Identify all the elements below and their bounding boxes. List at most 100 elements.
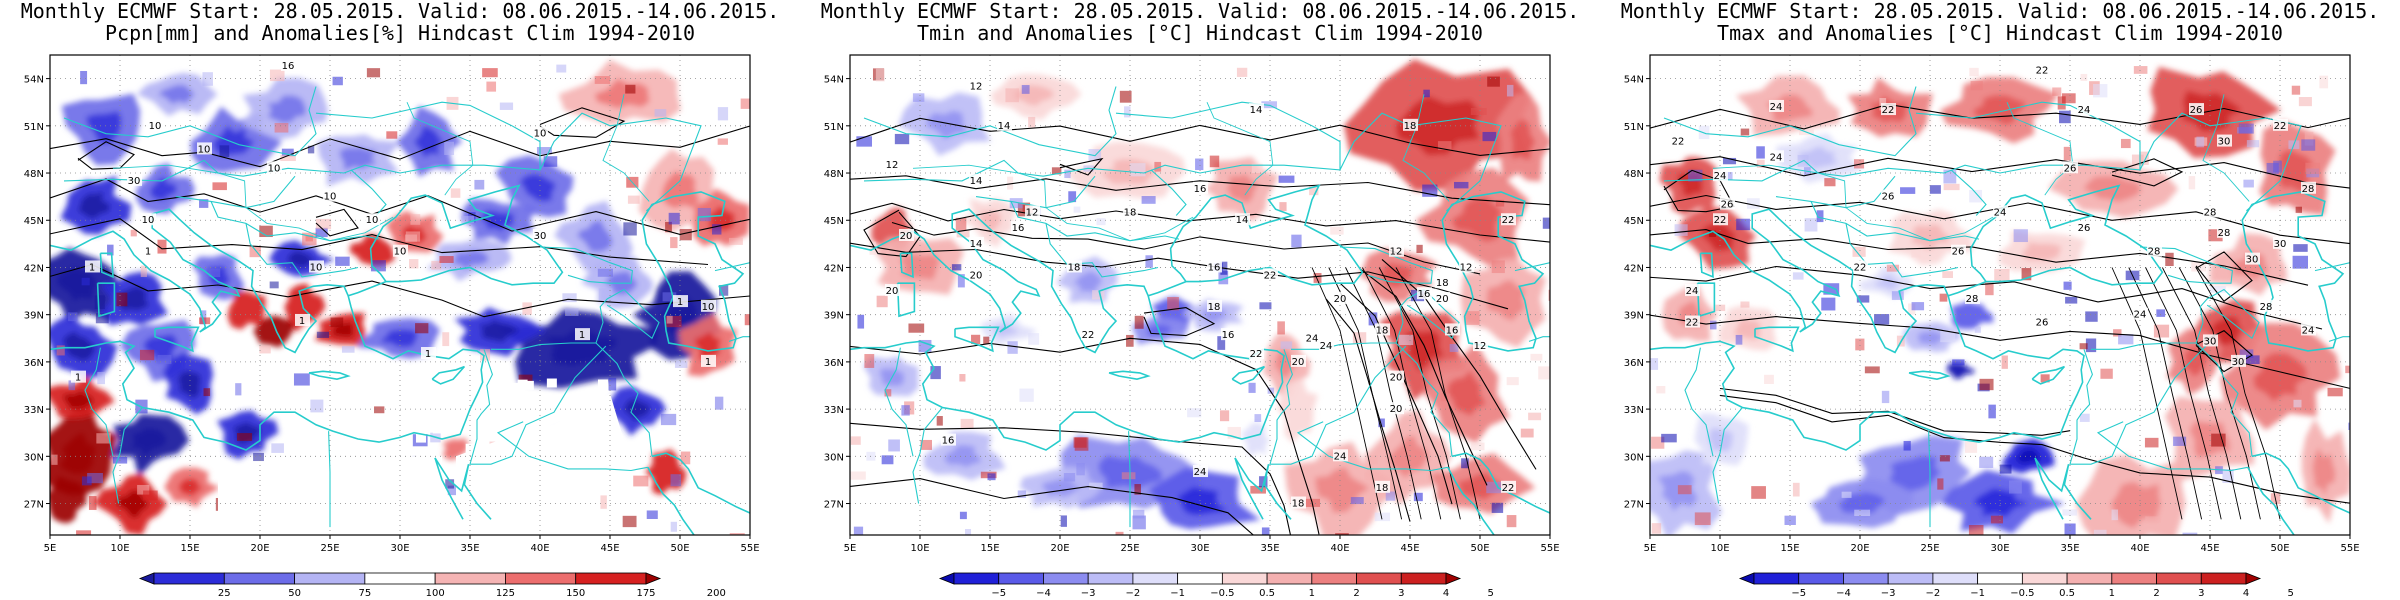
coastlines: [50, 184, 750, 535]
contour-label: 24: [1770, 102, 1783, 113]
contour-label: 24: [1334, 451, 1347, 462]
panel-header: Monthly ECMWF Start: 28.05.2015. Valid: …: [1620, 0, 2380, 23]
lon-tick-label: 20E: [1850, 543, 1869, 554]
contour-label: 28: [1966, 294, 1979, 305]
colorbar: −5 −4 −3 −2 −1 −0.5 0.5 1 2 3 4 5: [1738, 572, 2294, 599]
lat-tick-label: 33N: [1624, 405, 1644, 416]
lat-tick-label: 42N: [24, 263, 44, 274]
contour-label: 10: [310, 262, 323, 273]
lat-tick-label: 42N: [824, 263, 844, 274]
contour-label: 20: [1292, 357, 1305, 368]
lon-tick-label: 50E: [670, 543, 689, 554]
contour-label: 26: [2078, 223, 2091, 234]
rivers: [912, 94, 1450, 242]
colorbar-segment: [1977, 572, 2023, 585]
contour-label: 16: [1222, 330, 1235, 341]
lon-tick-label: 5E: [844, 543, 857, 554]
lat-tick-label: 51N: [824, 122, 844, 133]
colorbar-tick-label: −5: [1791, 588, 1806, 599]
lon-tick-label: 55E: [1540, 543, 1559, 554]
contour-label: 10: [534, 129, 547, 140]
lon-tick-label: 15E: [180, 543, 199, 554]
contour-label: 22: [1672, 137, 1685, 148]
contour-label: 1: [425, 349, 431, 360]
colorbar-tick-label: 50: [288, 588, 301, 599]
panel-title: Tmin and Anomalies [°C] Hindcast Clim 19…: [917, 21, 1483, 45]
panel-header: Monthly ECMWF Start: 28.05.2015. Valid: …: [820, 0, 1580, 23]
colorbar-segment: [223, 572, 295, 585]
colorbar-tick-label: −3: [1081, 588, 1096, 599]
lat-tick-label: 51N: [24, 122, 44, 133]
colorbar-segment: [575, 572, 647, 585]
colorbar-segment: [1132, 572, 1179, 585]
lon-tick-label: 45E: [2200, 543, 2219, 554]
contour-label: 28: [2148, 247, 2161, 258]
colorbar-tick-label: 5: [2288, 588, 2294, 599]
contour-label: 22: [1686, 318, 1699, 329]
lat-tick-label: 42N: [1624, 263, 1644, 274]
colorbar-segment: [1177, 572, 1223, 585]
lon-tick-label: 10E: [1710, 543, 1729, 554]
colorbar-tick-label: 4: [1443, 588, 1449, 599]
lon-tick-label: 25E: [320, 543, 339, 554]
lon-tick-label: 15E: [980, 543, 999, 554]
country-borders: [63, 86, 750, 528]
colorbar-tick-label: 100: [426, 588, 445, 599]
colorbar-tick-label: −2: [1126, 588, 1141, 599]
contour-label: 24: [2134, 310, 2147, 321]
panel-precip: Monthly ECMWF Start: 28.05.2015. Valid: …: [0, 0, 800, 600]
contour-label: 10: [702, 302, 715, 313]
lat-tick-label: 45N: [24, 216, 44, 227]
panel-title: Pcpn[mm] and Anomalies[%] Hindcast Clim …: [104, 21, 695, 45]
contour-label: 18: [1376, 325, 1389, 336]
contour-label: 24: [2302, 325, 2315, 336]
contour-label: 28: [2302, 184, 2315, 195]
colorbar-tick-label: 1: [1309, 588, 1315, 599]
lat-tick-label: 36N: [824, 358, 844, 369]
contour-label: 18: [1292, 499, 1305, 510]
contour-label: 30: [2274, 239, 2287, 250]
colorbar-segment: [2066, 572, 2113, 585]
contour-label: 1: [579, 330, 585, 341]
lat-tick-label: 48N: [24, 169, 44, 180]
colorbar-tick-label: 2: [2153, 588, 2159, 599]
lat-tick-label: 54N: [1624, 75, 1644, 86]
colorbar-tick-label: −4: [1036, 588, 1051, 599]
contour-label: 1: [75, 373, 81, 384]
lat-tick-label: 30N: [24, 452, 44, 463]
contour-label: 24: [1994, 207, 2007, 218]
contour-label: 26: [2064, 163, 2077, 174]
contour-label: 24: [1320, 341, 1333, 352]
no-data-mask: [218, 378, 624, 535]
contour-label: 1: [677, 297, 683, 308]
contour-label: 20: [900, 231, 913, 242]
colorbar-tick-label: −3: [1881, 588, 1896, 599]
lat-tick-label: 30N: [824, 452, 844, 463]
contour-label: 18: [1208, 302, 1221, 313]
lat-tick-label: 27N: [1624, 500, 1644, 511]
colorbar-segment: [1087, 572, 1134, 585]
contour-label: 22: [2036, 66, 2049, 77]
lat-tick-label: 33N: [824, 405, 844, 416]
contour-label: 30: [534, 231, 547, 242]
contour-label-group: 16 10 10 10 30 10 10 10 30 10 10 1 1 10 10 1 1 1 1 1 1: [71, 59, 716, 384]
lon-tick-label: 45E: [1400, 543, 1419, 554]
contour-label: 26: [1882, 192, 1895, 203]
contour-label: 1: [89, 262, 95, 273]
colorbar-tick-label: 0.5: [2059, 588, 2075, 599]
colorbar-tick-label: 125: [496, 588, 515, 599]
colorbar-segment: [998, 572, 1044, 585]
contour-label: 24: [1306, 333, 1319, 344]
lat-tick-label: 27N: [24, 500, 44, 511]
contour-label: 20: [970, 270, 983, 281]
climatology-contours: [1650, 103, 2350, 520]
contour-label: 22: [1502, 215, 1515, 226]
colorbar-segment: [953, 572, 1000, 585]
contour-label: 18: [1376, 483, 1389, 494]
contour-label: 12: [1026, 207, 1039, 218]
contour-label: 20: [1334, 294, 1347, 305]
map-area: 22 24 22 24 26 22 24 26 28 30 22 24 26 26 28 22 24 26 28 30…: [1650, 55, 2350, 535]
colorbar-tick-label: 150: [566, 588, 585, 599]
contour-label: 30: [2204, 336, 2217, 347]
lon-tick-label: 35E: [460, 543, 479, 554]
